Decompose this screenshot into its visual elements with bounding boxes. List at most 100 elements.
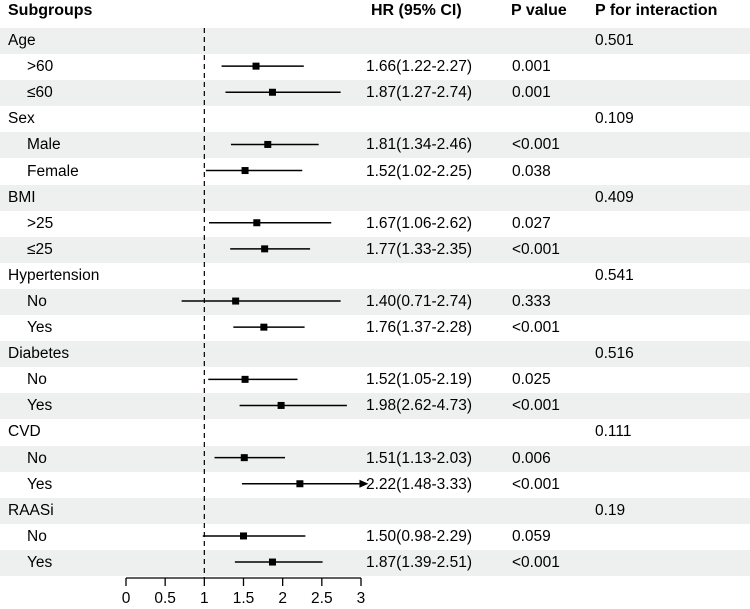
group-label: BMI	[8, 188, 36, 206]
hr-ci-text: 1.87(1.39-2.51)	[366, 553, 472, 571]
point-estimate-marker	[268, 88, 276, 96]
point-estimate-marker	[277, 401, 285, 409]
item-label: No	[27, 449, 47, 467]
item-row-yes-17: Yes 2.22(1.48-3.33) <0.001	[0, 471, 750, 498]
hr-ci-text: 1.52(1.02-2.25)	[366, 162, 472, 180]
x-axis-tick-label: 0.5	[154, 590, 176, 607]
p-interaction-text: 0.109	[595, 110, 634, 128]
item-row-yes-11: Yes 1.76(1.37-2.28) <0.001	[0, 315, 750, 342]
item-label: ≤60	[27, 84, 53, 102]
point-estimate-marker	[232, 297, 240, 305]
subgroup-table: Age 0.501 >60 1.66(1.22-2.27) 0.001 ≤60 1.87(1…	[0, 28, 750, 576]
group-row-bmi-6: BMI 0.409	[0, 184, 750, 211]
hr-ci-text: 1.52(1.05-2.19)	[366, 371, 472, 389]
p-interaction-text: 0.516	[595, 345, 634, 363]
point-estimate-marker	[268, 558, 276, 566]
hr-ci-text: 1.76(1.37-2.28)	[366, 319, 472, 337]
item-row-25-7: >25 1.67(1.06-2.62) 0.027	[0, 210, 750, 237]
group-row-age-0: Age 0.501	[0, 28, 750, 55]
group-row-cvd-15: CVD 0.111	[0, 419, 750, 446]
hr-ci-text: 1.50(0.98-2.29)	[366, 527, 472, 545]
group-row-diabetes-12: Diabetes 0.516	[0, 341, 750, 368]
group-label: RAASi	[8, 501, 54, 519]
hr-ci-text: 1.81(1.34-2.46)	[366, 136, 472, 154]
item-row-yes-14: Yes 1.98(2.62-4.73) <0.001	[0, 393, 750, 420]
item-row-female-5: Female 1.52(1.02-2.25) 0.038	[0, 158, 750, 185]
item-label: Yes	[27, 397, 53, 415]
point-estimate-marker	[241, 375, 249, 383]
p-interaction-text: 0.19	[595, 501, 626, 519]
item-label: Yes	[27, 553, 53, 571]
group-label: Age	[8, 32, 36, 50]
point-estimate-marker	[252, 62, 260, 70]
item-label: Yes	[27, 475, 53, 493]
point-estimate-marker	[239, 532, 247, 540]
p-interaction-text: 0.501	[595, 32, 634, 50]
p-value-text: <0.001	[512, 136, 560, 154]
group-row-hypertension-9: Hypertension 0.541	[0, 262, 750, 289]
group-label: Diabetes	[8, 345, 70, 363]
hr-ci-text: 1.98(2.62-4.73)	[366, 397, 472, 415]
x-axis-tick-label: 3	[357, 590, 366, 607]
p-value-text: 0.027	[512, 214, 551, 232]
x-axis-tick-label: 0	[122, 590, 131, 607]
item-row-no-10: No 1.40(0.71-2.74) 0.333	[0, 288, 750, 316]
item-row-25-8: ≤25 1.77(1.33-2.35) <0.001	[0, 236, 750, 263]
header-subgroups: Subgroups	[8, 2, 93, 19]
group-row-raasi-18: RAASi 0.19	[0, 497, 750, 524]
ci-arrowhead-right	[359, 479, 369, 488]
p-value-text: 0.025	[512, 371, 551, 389]
item-row-yes-20: Yes 1.87(1.39-2.51) <0.001	[0, 549, 750, 576]
item-label: >25	[27, 214, 54, 232]
hr-ci-text: 1.67(1.06-2.62)	[366, 214, 472, 232]
x-axis-tick-label: 1.5	[233, 590, 255, 607]
p-value-text: 0.059	[512, 527, 551, 545]
p-value-text: <0.001	[512, 319, 560, 337]
item-label: No	[27, 292, 47, 310]
item-label: Female	[27, 162, 79, 180]
item-label: No	[27, 527, 47, 545]
item-row-no-16: No 1.51(1.13-2.03) 0.006	[0, 445, 750, 472]
p-value-text: 0.001	[512, 84, 551, 102]
p-value-text: <0.001	[512, 240, 560, 258]
x-axis-tick-label: 2.5	[311, 590, 333, 607]
x-axis-tick-label: 2	[278, 590, 287, 607]
hr-ci-text: 1.51(1.13-2.03)	[366, 449, 472, 467]
p-value-text: 0.333	[512, 292, 551, 310]
hr-ci-text: 1.66(1.22-2.27)	[366, 58, 472, 76]
item-row-60-1: >60 1.66(1.22-2.27) 0.001	[0, 54, 750, 81]
item-label: No	[27, 371, 47, 389]
group-label: CVD	[8, 423, 41, 441]
item-label: ≤25	[27, 240, 53, 258]
item-row-no-13: No 1.52(1.05-2.19) 0.025	[0, 367, 750, 394]
item-row-60-2: ≤60 1.87(1.27-2.74) 0.001	[0, 80, 750, 107]
item-label: >60	[27, 58, 54, 76]
column-header-row: Subgroups HR (95% CI) P value P for inte…	[0, 0, 750, 28]
point-estimate-marker	[241, 167, 249, 175]
item-row-male-4: Male 1.81(1.34-2.46) <0.001	[0, 132, 750, 159]
hr-ci-text: 2.22(1.48-3.33)	[366, 475, 472, 493]
header-hr-ci: HR (95% CI)	[371, 2, 462, 19]
p-interaction-text: 0.111	[595, 423, 632, 441]
header-p-value: P value	[511, 2, 567, 19]
p-value-text: 0.006	[512, 449, 551, 467]
p-interaction-text: 0.409	[595, 188, 634, 206]
p-value-text: 0.001	[512, 58, 551, 76]
p-value-text: 0.038	[512, 162, 551, 180]
point-estimate-marker	[264, 140, 272, 148]
p-value-text: <0.001	[512, 475, 560, 493]
p-interaction-text: 0.541	[595, 266, 634, 284]
p-value-text: <0.001	[512, 397, 560, 415]
point-estimate-marker	[261, 245, 269, 253]
header-p-interaction: P for interaction	[595, 2, 718, 19]
group-label: Hypertension	[8, 266, 100, 284]
point-estimate-marker	[296, 480, 304, 488]
p-value-text: <0.001	[512, 553, 560, 571]
point-estimate-marker	[253, 219, 261, 227]
x-axis-tick-label: 1	[200, 590, 209, 607]
item-label: Male	[27, 136, 61, 154]
item-label: Yes	[27, 319, 53, 337]
item-row-no-19: No 1.50(0.98-2.29) 0.059	[0, 523, 750, 550]
